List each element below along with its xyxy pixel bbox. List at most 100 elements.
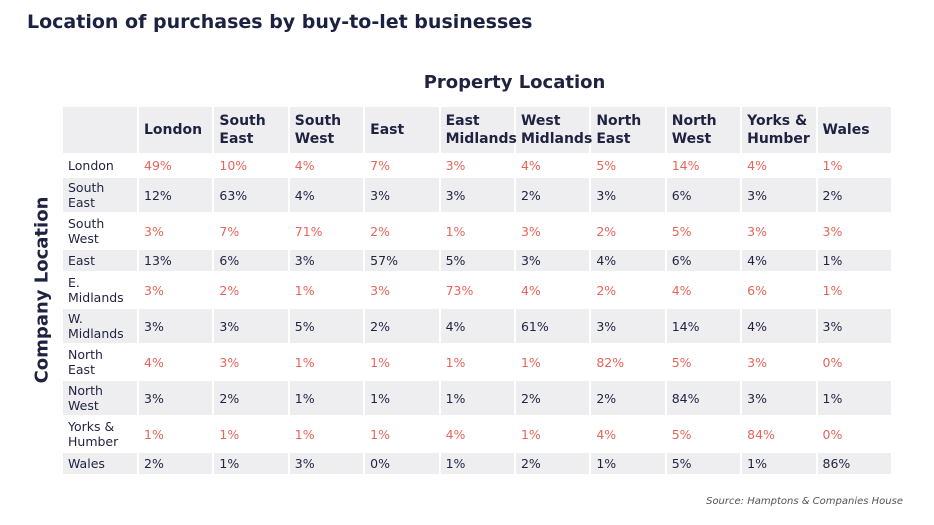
cell: 2% [515,453,590,474]
cell: 1% [817,381,891,415]
row-label: Wales [63,453,137,474]
column-label: North West [666,107,741,153]
cell: 2% [365,309,439,343]
row-label: North West [63,381,137,415]
table-row: East 13% 6% 3% 57% 5% 3% 4% 6% 4% 1% [63,250,891,271]
cell: 3% [139,273,213,307]
cell: 6% [666,178,741,212]
cell: 4% [742,309,816,343]
table-row: London 49% 10% 4% 7% 3% 4% 5% 14% 4% 1% [63,155,891,176]
table-row: North East 4% 3% 1% 1% 1% 1% 82% 5% 3% 0% [63,345,891,379]
cell: 4% [591,250,665,271]
cell: 6% [214,250,288,271]
cell: 0% [817,345,891,379]
cell: 5% [666,214,741,248]
table-row: Wales 2% 1% 3% 0% 1% 2% 1% 5% 1% 86% [63,453,891,474]
cell: 3% [742,178,816,212]
cell: 63% [214,178,288,212]
cell: 1% [742,453,816,474]
cell: 3% [214,309,288,343]
cell: 0% [817,417,891,451]
cell: 3% [742,214,816,248]
cell: 61% [515,309,590,343]
source: Source: Hamptons & Companies House [706,496,903,507]
cell: 4% [515,155,590,176]
cell: 5% [440,250,514,271]
cell: 2% [214,273,288,307]
cell: 3% [591,309,665,343]
cell: 3% [817,309,891,343]
cell: 1% [440,214,514,248]
cell: 7% [214,214,288,248]
cell: 71% [289,214,364,248]
cell: 3% [515,214,590,248]
cell: 1% [289,345,364,379]
cell: 1% [289,381,364,415]
cell: 3% [515,250,590,271]
cell: 6% [742,273,816,307]
cell: 57% [365,250,439,271]
column-label: North East [591,107,665,153]
cell: 1% [440,381,514,415]
row-label: East [63,250,137,271]
cell: 5% [666,417,741,451]
cell: 3% [440,155,514,176]
cell: 73% [440,273,514,307]
cell: 1% [817,273,891,307]
cell: 13% [139,250,213,271]
cell: 4% [591,417,665,451]
cell: 4% [440,309,514,343]
cell: 84% [666,381,741,415]
cell: 1% [289,417,364,451]
column-header: Property Location [423,72,606,93]
row-label: South East [63,178,137,212]
cell: 14% [666,155,741,176]
cell: 3% [591,178,665,212]
title: Location of purchases by buy-to-let busi… [27,11,533,33]
table-row: W. Midlands 3% 3% 5% 2% 4% 61% 3% 14% 4% 3% [63,309,891,343]
column-label: South West [289,107,364,153]
column-label: West Midlands [515,107,592,153]
column-label: East [365,107,439,153]
column-label: Yorks & Humber [742,107,816,153]
cell: 5% [289,309,364,343]
cell: 3% [365,273,439,307]
cell: 3% [139,309,213,343]
cell: 5% [666,345,741,379]
row-label: Yorks & Humber [63,417,137,451]
cell: 3% [289,250,364,271]
cell: 7% [365,155,439,176]
cell: 4% [742,250,816,271]
cell: 1% [214,453,288,474]
cell: 1% [365,417,439,451]
cell: 2% [591,214,665,248]
cell: 1% [440,453,514,474]
cell: 3% [440,178,514,212]
row-label: South West [63,214,137,248]
cell: 1% [515,345,590,379]
cell: 1% [365,345,439,379]
row-header: Company Location [31,196,53,384]
cell: 1% [440,345,514,379]
cell: 2% [214,381,288,415]
cell: 1% [515,417,590,451]
cell: 49% [139,155,213,176]
column-label: London [139,107,213,153]
cell: 3% [742,345,816,379]
table-row: South East 12% 63% 4% 3% 3% 2% 3% 6% 3% 2% [63,178,891,212]
cell: 1% [591,453,665,474]
cell: 12% [139,178,213,212]
table-row: Yorks & Humber 1% 1% 1% 1% 4% 1% 4% 5% 84% 0% [63,417,891,451]
table-row: North West 3% 2% 1% 1% 1% 2% 2% 84% 3% 1% [63,381,891,415]
cell: 3% [214,345,288,379]
cell: 2% [515,381,590,415]
cell: 1% [289,273,364,307]
table-row: E. Midlands 3% 2% 1% 3% 73% 4% 2% 4% 6% 1% [63,273,891,307]
cell: 3% [365,178,439,212]
cell: 1% [214,417,288,451]
cell: 2% [817,178,891,212]
cell: 1% [139,417,213,451]
cell: 4% [440,417,514,451]
cell: 10% [214,155,288,176]
